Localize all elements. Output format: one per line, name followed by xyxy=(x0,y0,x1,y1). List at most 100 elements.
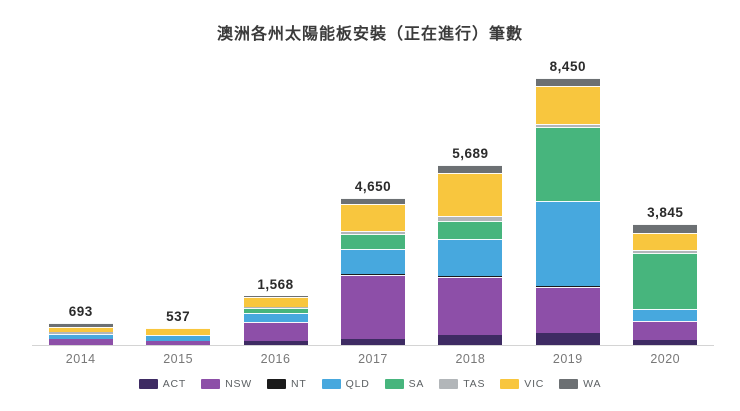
legend-label-nsw: NSW xyxy=(225,378,252,390)
bar-group-2017: 4,650 xyxy=(324,56,421,345)
bar-group-2014: 693 xyxy=(32,56,129,345)
chart-title: 澳洲各州太陽能板安裝（正在進行）筆數 xyxy=(216,26,523,43)
segment-tas-2018 xyxy=(438,215,503,221)
segment-tas-2014 xyxy=(48,332,113,334)
segment-sa-2019 xyxy=(535,127,600,201)
segment-act-2017 xyxy=(340,339,405,345)
legend-item-nt: NT xyxy=(267,378,307,390)
x-tick-2020: 2020 xyxy=(650,352,681,366)
legend-label-act: ACT xyxy=(162,378,187,390)
bar-total-label-2014: 693 xyxy=(68,304,93,320)
segment-vic-2019 xyxy=(535,86,600,125)
segment-wa-2014 xyxy=(48,323,113,327)
stacked-bar-2020 xyxy=(633,223,698,345)
segment-nsw-2016 xyxy=(243,322,308,341)
segment-vic-2015 xyxy=(146,328,211,335)
plot-area: 693 537 1,568 4,650 5,689 8,450 3,845 xyxy=(32,56,714,346)
segment-nsw-2015 xyxy=(146,340,211,345)
legend-label-wa: WA xyxy=(583,378,602,390)
legend-swatch-sa xyxy=(384,379,404,389)
segment-act-2018 xyxy=(438,335,503,345)
legend-swatch-act xyxy=(138,379,158,389)
segment-act-2016 xyxy=(243,340,308,345)
legend-label-qld: QLD xyxy=(345,378,370,390)
stacked-bar-2018 xyxy=(438,165,503,345)
bar-total-label-2019: 8,450 xyxy=(549,58,586,74)
stacked-bar-2017 xyxy=(340,198,405,345)
legend-item-act: ACT xyxy=(138,378,187,390)
segment-tas-2020 xyxy=(633,249,698,253)
segment-nsw-2017 xyxy=(340,275,405,339)
segment-qld-2019 xyxy=(535,200,600,286)
bar-total-label-2015: 537 xyxy=(166,309,191,325)
legend-swatch-tas xyxy=(439,379,459,389)
segment-nt-2017 xyxy=(340,274,405,276)
segment-qld-2015 xyxy=(146,334,211,341)
bar-group-2015: 537 xyxy=(129,56,226,345)
segment-qld-2014 xyxy=(48,333,113,339)
bar-total-label-2017: 4,650 xyxy=(354,179,392,195)
stacked-bar-2016 xyxy=(243,295,308,345)
segment-sa-2018 xyxy=(438,220,503,239)
stacked-bar-2015 xyxy=(146,328,211,345)
stacked-bar-2019 xyxy=(535,77,600,345)
segment-vic-2014 xyxy=(48,326,113,333)
segment-sa-2020 xyxy=(633,252,698,310)
bar-group-2019: 8,450 xyxy=(519,56,616,345)
legend-item-vic: VIC xyxy=(500,378,544,390)
segment-nt-2019 xyxy=(535,285,600,287)
legend-swatch-qld xyxy=(321,379,341,389)
segment-sa-2016 xyxy=(243,308,308,313)
segment-tas-2016 xyxy=(243,306,308,309)
legend-label-nt: NT xyxy=(291,378,307,390)
x-tick-2014: 2014 xyxy=(65,352,96,366)
legend-label-sa: SA xyxy=(408,378,425,390)
segment-vic-2017 xyxy=(340,203,405,231)
segment-nsw-2014 xyxy=(48,339,113,345)
segment-act-2019 xyxy=(535,333,600,345)
bar-group-2016: 1,568 xyxy=(227,56,324,345)
x-tick-2016: 2016 xyxy=(260,352,291,366)
legend: ACT NSW NT QLD SA TAS VIC WA xyxy=(0,378,740,390)
segment-vic-2018 xyxy=(438,173,503,216)
segment-qld-2020 xyxy=(633,309,698,321)
segment-nsw-2020 xyxy=(633,320,698,341)
bar-group-2018: 5,689 xyxy=(422,56,519,345)
bars-container: 693 537 1,568 4,650 5,689 8,450 3,845 xyxy=(32,56,714,345)
segment-nsw-2019 xyxy=(535,286,600,334)
x-tick-2015: 2015 xyxy=(163,352,194,366)
legend-label-tas: TAS xyxy=(463,378,486,390)
legend-swatch-vic xyxy=(500,379,520,389)
legend-swatch-nsw xyxy=(201,379,221,389)
x-tick-2018: 2018 xyxy=(455,352,486,366)
segment-tas-2017 xyxy=(340,230,405,235)
legend-item-tas: TAS xyxy=(439,378,485,390)
bar-total-label-2018: 5,689 xyxy=(452,146,489,162)
legend-item-sa: SA xyxy=(384,378,425,390)
segment-wa-2016 xyxy=(243,295,308,298)
segment-qld-2018 xyxy=(438,238,503,276)
segment-sa-2017 xyxy=(340,234,405,250)
segment-nsw-2018 xyxy=(438,276,503,336)
legend-item-qld: QLD xyxy=(321,378,370,390)
segment-qld-2016 xyxy=(243,312,308,323)
legend-swatch-wa xyxy=(559,379,579,389)
legend-label-vic: VIC xyxy=(524,378,545,390)
legend-item-nsw: NSW xyxy=(201,378,252,390)
x-tick-2017: 2017 xyxy=(358,352,388,366)
segment-wa-2020 xyxy=(633,223,698,233)
segment-act-2020 xyxy=(633,340,698,345)
segment-vic-2020 xyxy=(633,232,698,250)
bar-total-label-2020: 3,845 xyxy=(647,204,684,220)
segment-nt-2018 xyxy=(438,275,503,277)
stacked-bar-2014 xyxy=(48,323,113,345)
segment-wa-2017 xyxy=(340,198,405,204)
x-axis-labels: 2014 2015 2016 2017 2018 2019 2020 xyxy=(32,352,714,366)
segment-qld-2017 xyxy=(340,249,405,275)
segment-tas-2019 xyxy=(535,124,600,128)
segment-wa-2018 xyxy=(438,165,503,174)
x-tick-2019: 2019 xyxy=(552,352,583,366)
bar-group-2020: 3,845 xyxy=(617,56,714,345)
segment-vic-2016 xyxy=(243,297,308,307)
